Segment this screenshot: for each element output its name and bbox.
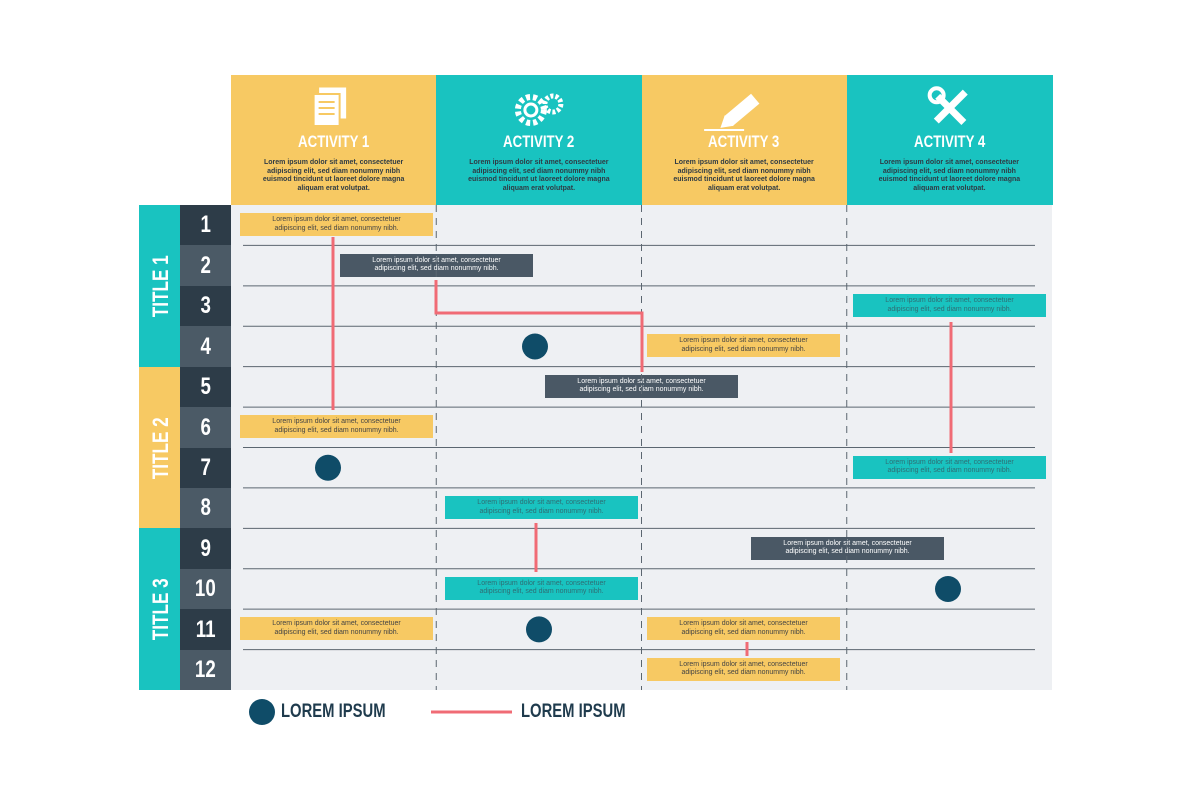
group-title: TITLE 2 bbox=[147, 416, 173, 479]
row-number: 4 bbox=[180, 326, 231, 368]
activity-description: Lorem ipsum dolor sit amet, consectetuer… bbox=[673, 159, 815, 192]
row-number: 9 bbox=[180, 528, 231, 570]
group-title-cell bbox=[139, 205, 180, 368]
row-number: 11 bbox=[180, 609, 231, 651]
row-number: 2 bbox=[180, 245, 231, 287]
group-title: TITLE 1 bbox=[147, 254, 173, 317]
row-number: 5 bbox=[180, 366, 231, 408]
group-title: TITLE 3 bbox=[147, 578, 173, 641]
task-box: Lorem ipsum dolor sit amet, consectetuer… bbox=[853, 455, 1046, 479]
legend-label: LOREM IPSUM bbox=[281, 701, 386, 722]
task-box: Lorem ipsum dolor sit amet, consectetuer… bbox=[647, 657, 840, 681]
activity-title: ACTIVITY 1 bbox=[297, 132, 370, 151]
task-box: Lorem ipsum dolor sit amet, consectetuer… bbox=[751, 536, 944, 560]
row-number: 1 bbox=[180, 205, 231, 246]
activity-title: ACTIVITY 3 bbox=[708, 132, 780, 151]
task-box: Lorem ipsum dolor sit amet, consectetuer… bbox=[545, 374, 738, 398]
legend-label: LOREM IPSUM bbox=[521, 701, 626, 722]
task-box: Lorem ipsum dolor sit amet, consectetuer… bbox=[240, 617, 433, 641]
group-title-cell bbox=[139, 366, 180, 529]
row-number: 7 bbox=[180, 447, 231, 489]
row-number: 12 bbox=[180, 649, 231, 691]
task-box: Lorem ipsum dolor sit amet, consectetuer… bbox=[240, 213, 433, 237]
task-box: Lorem ipsum dolor sit amet, consectetuer… bbox=[445, 496, 638, 520]
row-number: 10 bbox=[180, 568, 231, 610]
task-box: Lorem ipsum dolor sit amet, consectetuer… bbox=[853, 294, 1046, 318]
activity-description: Lorem ipsum dolor sit amet, consectetuer… bbox=[878, 159, 1021, 192]
activity-description: Lorem ipsum dolor sit amet, consectetuer… bbox=[262, 159, 405, 192]
activity-description: Lorem ipsum dolor sit amet, consectetuer… bbox=[468, 159, 610, 192]
task-box: Lorem ipsum dolor sit amet, consectetuer… bbox=[240, 415, 433, 439]
row-number: 3 bbox=[180, 285, 231, 327]
row-number: 8 bbox=[180, 487, 231, 529]
activity-title: ACTIVITY 4 bbox=[913, 132, 985, 151]
group-title-cell bbox=[139, 528, 180, 691]
task-box: Lorem ipsum dolor sit amet, consectetuer… bbox=[445, 576, 638, 600]
activity-title: ACTIVITY 2 bbox=[503, 132, 575, 151]
row-number: 6 bbox=[180, 407, 231, 448]
task-box: Lorem ipsum dolor sit amet, consectetuer… bbox=[340, 253, 533, 277]
task-box: Lorem ipsum dolor sit amet, consectetuer… bbox=[647, 617, 840, 641]
task-box: Lorem ipsum dolor sit amet, consectetuer… bbox=[647, 334, 840, 358]
